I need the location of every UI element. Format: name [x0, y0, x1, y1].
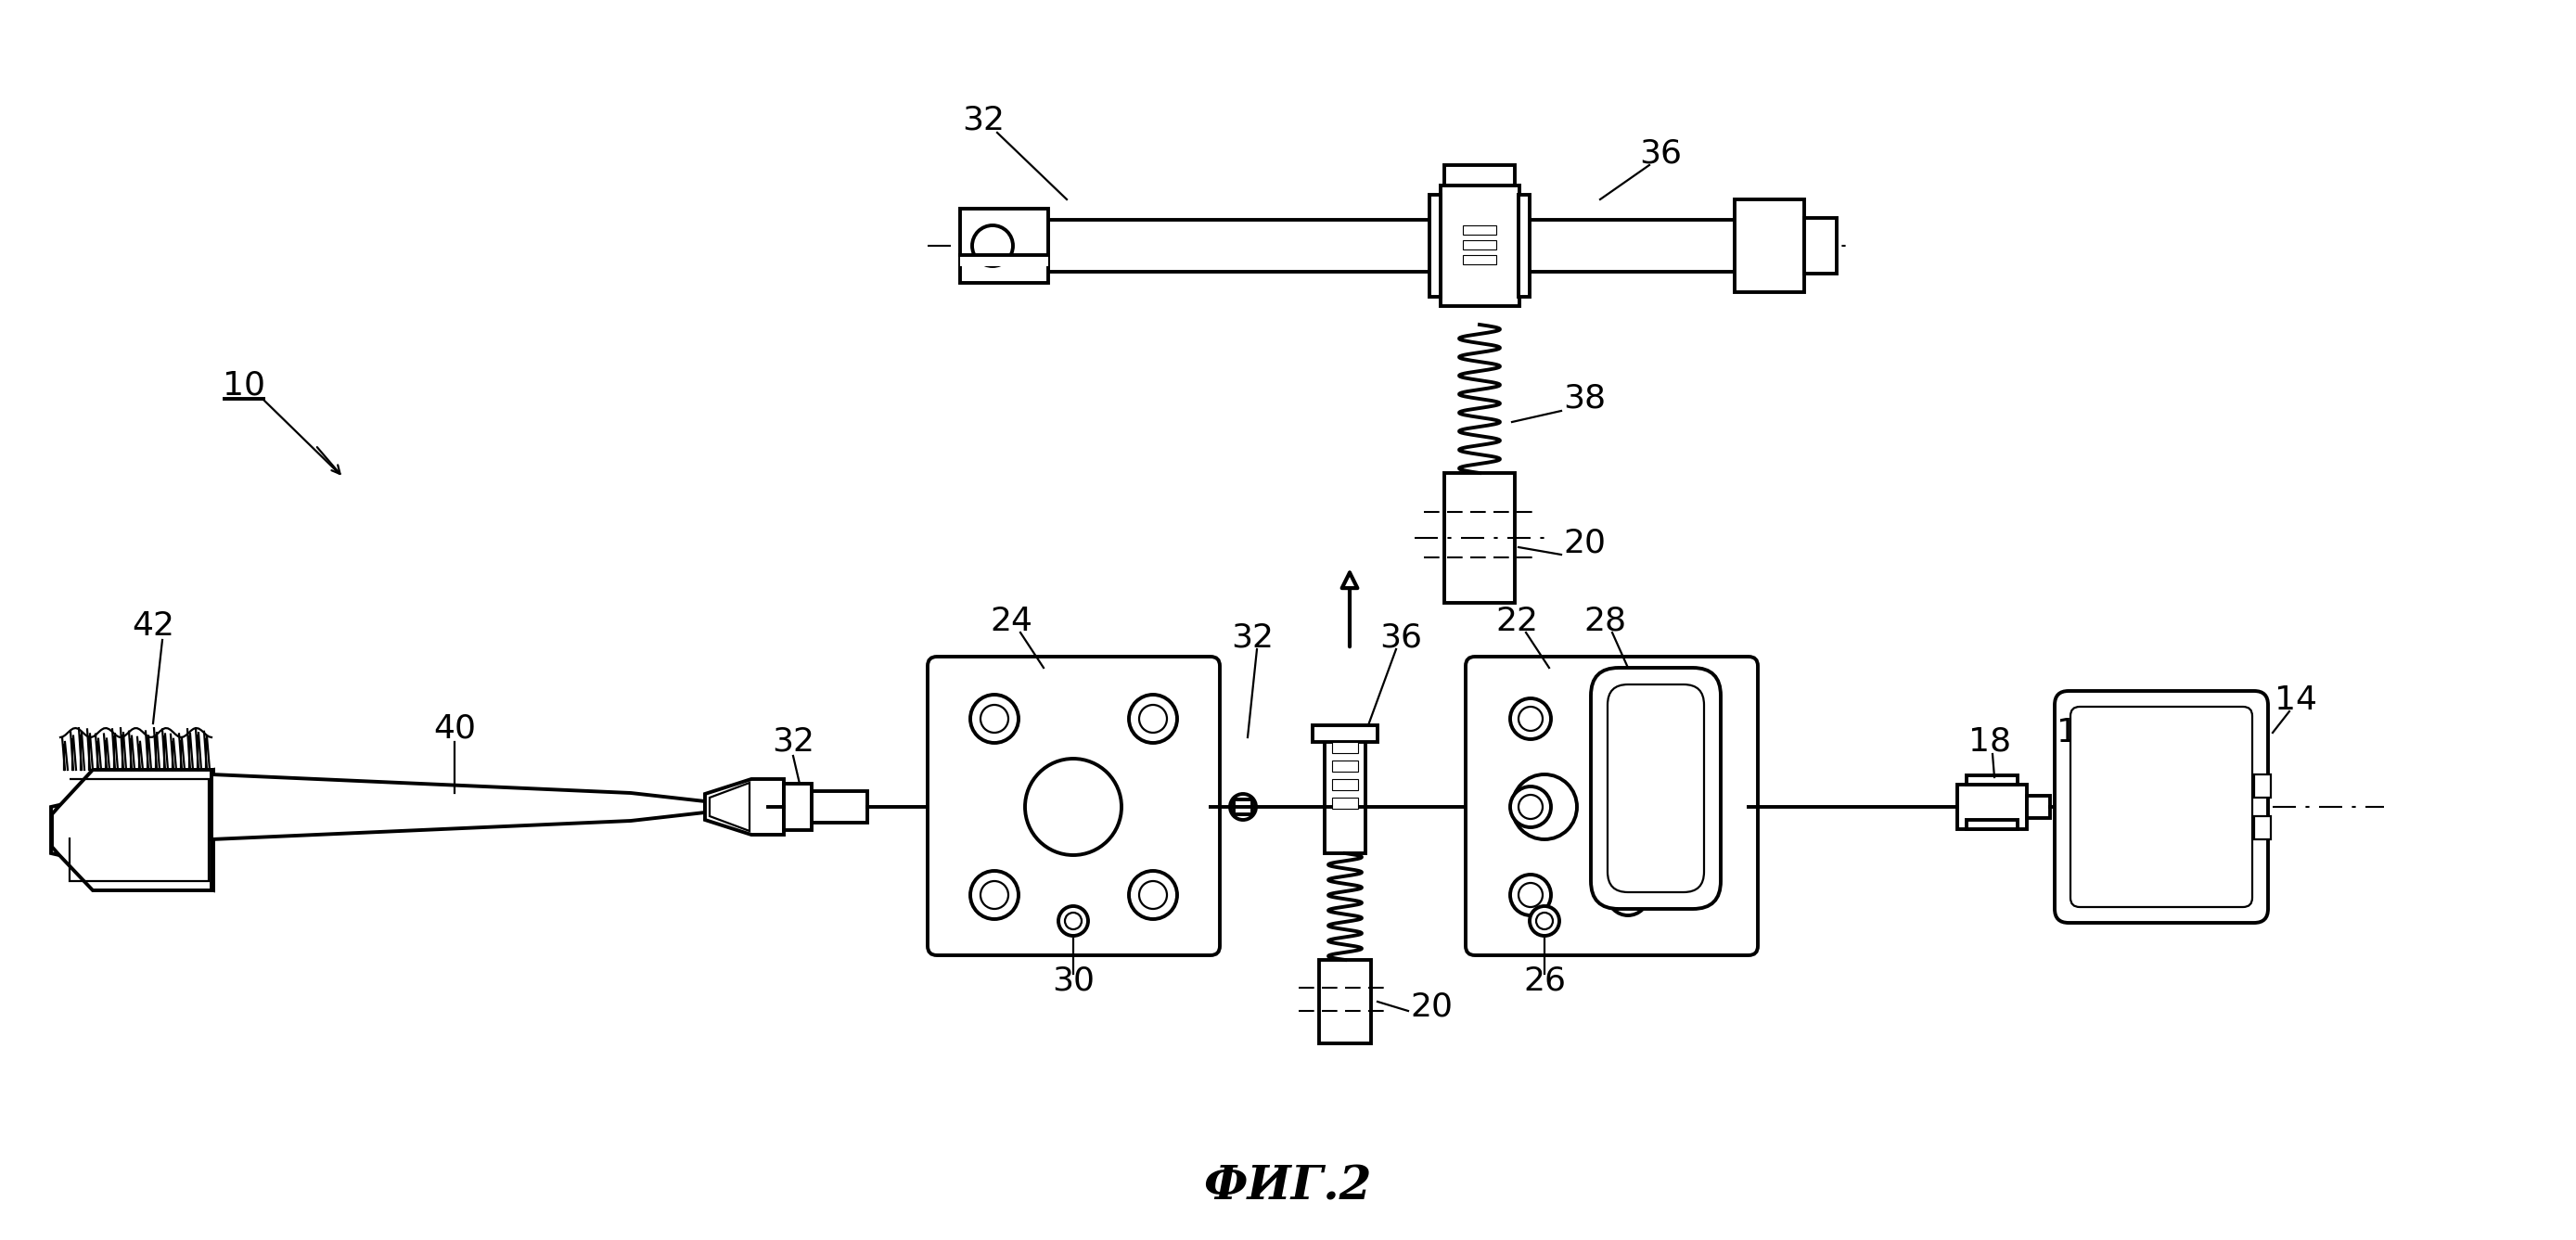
Bar — [811, 791, 868, 822]
Circle shape — [1510, 786, 1551, 827]
Polygon shape — [52, 770, 211, 890]
Text: ФИГ.2: ФИГ.2 — [1203, 1164, 1370, 1210]
Bar — [1234, 800, 1252, 815]
Text: 16: 16 — [2056, 717, 2099, 749]
Bar — [2254, 775, 2272, 797]
Text: 36: 36 — [1638, 138, 1682, 169]
Text: 36: 36 — [1378, 622, 1422, 653]
Bar — [1430, 195, 1440, 296]
Polygon shape — [52, 770, 214, 890]
Bar — [961, 255, 1048, 267]
Text: 32: 32 — [1231, 622, 1273, 653]
Text: 32: 32 — [961, 105, 1005, 136]
Circle shape — [1607, 786, 1649, 827]
Polygon shape — [211, 775, 706, 839]
Circle shape — [1025, 759, 1121, 856]
Bar — [1734, 200, 1803, 293]
Text: 14: 14 — [2275, 684, 2318, 715]
Text: 18: 18 — [1968, 727, 2012, 758]
Bar — [2254, 816, 2272, 839]
Circle shape — [1059, 906, 1087, 936]
Circle shape — [1512, 775, 1577, 839]
Bar — [1463, 241, 1497, 249]
Circle shape — [1535, 913, 1553, 929]
FancyBboxPatch shape — [1607, 684, 1705, 893]
Circle shape — [1517, 883, 1543, 906]
Bar — [1332, 797, 1358, 808]
Text: 20: 20 — [1409, 991, 1453, 1022]
Bar — [1445, 165, 1515, 186]
Bar — [1803, 218, 1837, 274]
Text: 38: 38 — [1564, 383, 1605, 414]
Circle shape — [1530, 906, 1558, 936]
Bar — [1965, 775, 2017, 785]
Circle shape — [1139, 882, 1167, 909]
Circle shape — [1510, 698, 1551, 739]
Circle shape — [1128, 694, 1177, 743]
FancyBboxPatch shape — [1466, 657, 1757, 955]
Bar — [1332, 779, 1358, 790]
FancyBboxPatch shape — [2071, 707, 2251, 906]
FancyBboxPatch shape — [1592, 668, 1721, 909]
Circle shape — [971, 694, 1018, 743]
Bar — [1463, 226, 1497, 234]
Bar — [1463, 255, 1497, 264]
Circle shape — [1510, 874, 1551, 915]
Text: 10: 10 — [222, 370, 265, 401]
Circle shape — [1229, 794, 1257, 820]
Bar — [961, 208, 1048, 283]
Bar — [783, 784, 811, 830]
Bar — [1445, 472, 1515, 603]
Bar — [1332, 742, 1358, 753]
Text: 26: 26 — [1522, 966, 1566, 997]
Circle shape — [1139, 704, 1167, 733]
Text: 40: 40 — [433, 712, 477, 744]
Text: 42: 42 — [131, 610, 175, 642]
Circle shape — [1607, 874, 1649, 915]
FancyBboxPatch shape — [927, 657, 1221, 955]
Circle shape — [1517, 795, 1543, 818]
Polygon shape — [706, 779, 783, 835]
Bar — [2027, 796, 2050, 818]
Bar — [1324, 733, 1365, 853]
FancyBboxPatch shape — [2056, 691, 2267, 923]
Bar — [1314, 725, 1378, 742]
Text: 20: 20 — [1564, 527, 1605, 558]
Text: 22: 22 — [1494, 605, 1538, 637]
Circle shape — [971, 226, 1012, 267]
Bar — [1517, 195, 1530, 296]
Bar — [1332, 760, 1358, 771]
Bar — [1965, 820, 2017, 830]
Circle shape — [1128, 870, 1177, 919]
Text: 30: 30 — [1051, 966, 1095, 997]
Text: 32: 32 — [773, 727, 814, 758]
Bar — [1958, 785, 2027, 830]
Text: 24: 24 — [989, 605, 1033, 637]
Text: 28: 28 — [1584, 605, 1625, 637]
Bar — [1048, 219, 1734, 272]
Bar — [1319, 960, 1370, 1043]
Circle shape — [981, 704, 1007, 733]
Circle shape — [981, 882, 1007, 909]
Circle shape — [1517, 707, 1543, 730]
Bar — [1440, 186, 1520, 306]
Circle shape — [971, 870, 1018, 919]
Circle shape — [1607, 698, 1649, 739]
Circle shape — [1064, 913, 1082, 929]
